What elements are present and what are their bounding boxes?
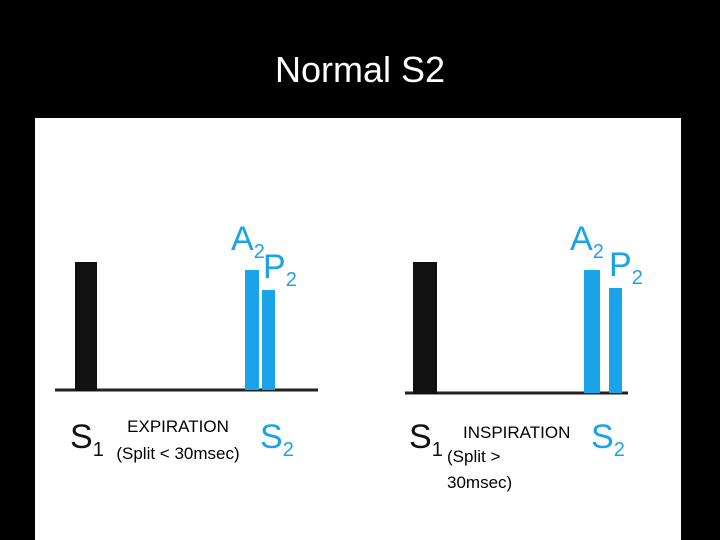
a2-bar — [245, 270, 259, 390]
split-note: 30msec) — [447, 473, 512, 492]
s1-bar — [75, 262, 97, 391]
a2-bar — [584, 270, 600, 393]
p2-bar — [609, 288, 622, 393]
p2-bar — [262, 290, 275, 390]
s2-label: S2 — [591, 418, 625, 461]
split-note: (Split < 30msec) — [116, 444, 239, 463]
s2-label: S2 — [260, 418, 294, 461]
s1-label: S1 — [409, 418, 443, 461]
phase-label: EXPIRATION — [127, 417, 229, 436]
phase-label: INSPIRATION — [463, 423, 570, 442]
split-note: (Split > — [447, 447, 500, 466]
diagram-panel — [35, 118, 681, 540]
slide-title: Normal S2 — [275, 49, 445, 90]
s1-bar — [413, 262, 437, 394]
s1-label: S1 — [70, 418, 104, 461]
p2-label: P2 — [609, 246, 643, 289]
p2-label: P2 — [263, 248, 297, 291]
a2-label: A2 — [231, 220, 265, 263]
a2-label: A2 — [570, 220, 604, 263]
